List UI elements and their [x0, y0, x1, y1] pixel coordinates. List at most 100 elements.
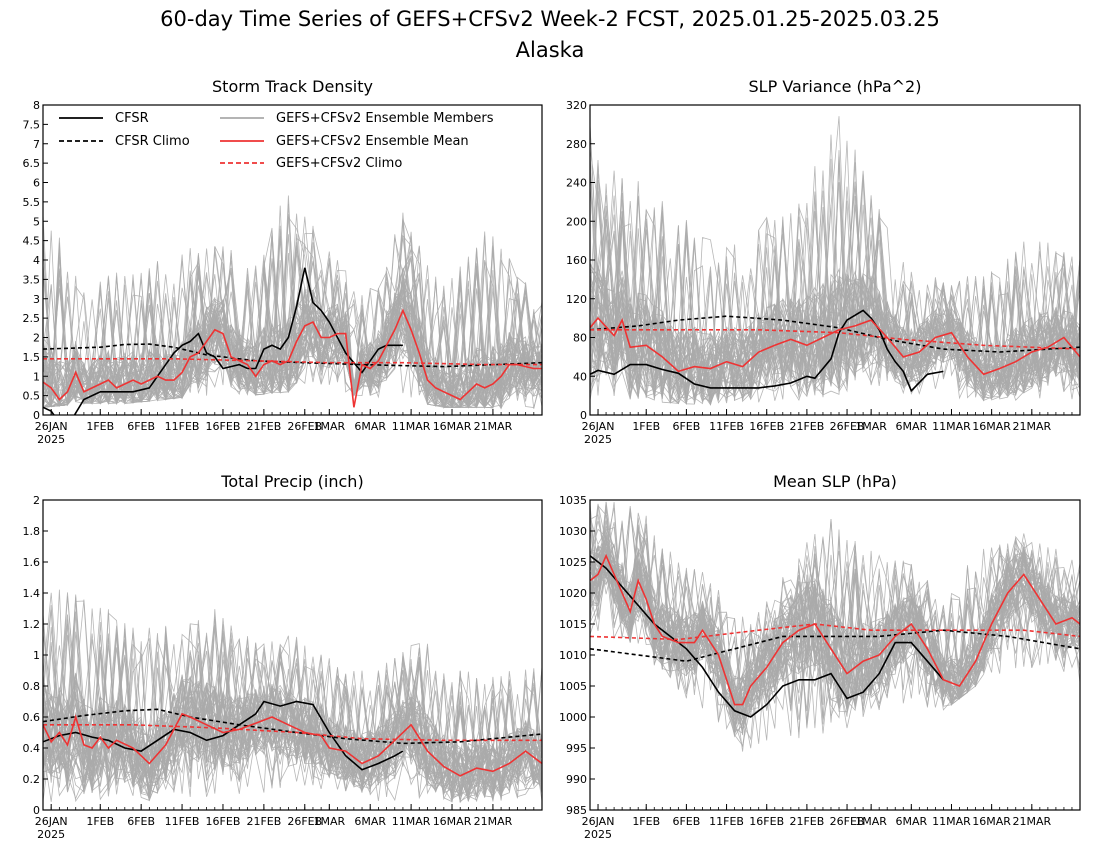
- y-tick-label: 2.5: [23, 312, 41, 325]
- legend: CFSR CFSR Climo GEFS+CFSv2 Ensemble Member…: [59, 111, 494, 171]
- x-tick-label: 6FEB: [672, 420, 700, 433]
- x-tick-label: 11MAR: [932, 815, 971, 828]
- figure-subtitle: Alaska: [516, 38, 585, 62]
- ensemble-member-line: [43, 236, 542, 408]
- legend-label: GEFS+CFSv2 Climo: [276, 156, 402, 171]
- x-tick-label: 1MAR: [855, 420, 887, 433]
- x-tick-label: 21FEB: [246, 420, 281, 433]
- y-tick-label: 3: [33, 293, 40, 306]
- y-tick-label: 1030: [559, 525, 587, 538]
- legend-label: GEFS+CFSv2 Ensemble Members: [276, 111, 494, 126]
- ensemble-member-line: [590, 542, 1080, 717]
- x-tick-label: 6MAR: [354, 420, 386, 433]
- y-tick-label: 7.5: [23, 118, 41, 131]
- y-tick-label: 8: [33, 99, 40, 112]
- y-tick-label: 4: [33, 254, 40, 267]
- x-tick-label: 16FEB: [749, 420, 784, 433]
- y-tick-label: 0.2: [23, 773, 41, 786]
- x-tick-label: 16MAR: [972, 420, 1011, 433]
- ensemble-member-line: [590, 134, 1080, 404]
- x-tick-label: 11MAR: [932, 420, 971, 433]
- x-tick-label: 11FEB: [709, 420, 744, 433]
- y-tick-label: 1.5: [23, 351, 41, 364]
- y-tick-label: 1025: [559, 556, 587, 569]
- y-tick-label: 1035: [559, 494, 587, 507]
- x-tick-label: 1MAR: [313, 420, 345, 433]
- ensemble-member-line: [590, 521, 1080, 731]
- ensemble-member-line: [590, 546, 1080, 709]
- ensemble-member-line: [590, 504, 1080, 720]
- legend-label: CFSR Climo: [115, 134, 190, 149]
- x-tick-label: 26JAN: [582, 420, 615, 433]
- ensemble-member-line: [590, 526, 1080, 734]
- y-tick-label: 1015: [559, 618, 587, 631]
- y-tick-label: 280: [566, 138, 587, 151]
- chart-panel-4: Mean SLP (hPa) 985 990 995 1000 1005 1010 1015 1…: [559, 472, 1081, 841]
- y-tick-label: 1.6: [23, 556, 41, 569]
- y-tick-label: 120: [566, 293, 587, 306]
- series-line-gefs-cfsv2-climo: [590, 623, 1080, 641]
- series-line-cfsr: [43, 267, 403, 415]
- y-tick-label: 0.4: [23, 742, 41, 755]
- ensemble-member-line: [43, 225, 542, 409]
- x-tick-label: 16MAR: [433, 420, 472, 433]
- y-tick-label: 2: [33, 332, 40, 345]
- y-tick-label: 1005: [559, 680, 587, 693]
- y-tick-label: 1: [33, 370, 40, 383]
- y-tick-label: 320: [566, 99, 587, 112]
- x-tick-label: 1FEB: [632, 815, 660, 828]
- x-tick-label: 21MAR: [474, 420, 513, 433]
- x-tick-year-label: 2025: [37, 433, 65, 446]
- ensemble-member-line: [43, 637, 542, 802]
- series-line-gefs-cfsv2-climo: [43, 723, 542, 742]
- x-tick-label: 21MAR: [474, 815, 513, 828]
- plot-area: [590, 116, 1080, 406]
- ensemble-members: [590, 116, 1080, 406]
- plot-area: [43, 589, 542, 804]
- x-tick-label: 21FEB: [246, 815, 281, 828]
- x-tick-label: 1FEB: [86, 815, 114, 828]
- x-tick-label: 26JAN: [582, 815, 615, 828]
- x-tick-label: 26JAN: [35, 815, 68, 828]
- x-tick-label: 21FEB: [789, 420, 824, 433]
- x-tick-label: 26FEB: [287, 420, 322, 433]
- ensemble-member-line: [590, 209, 1080, 401]
- x-tick-label: 6MAR: [895, 815, 927, 828]
- x-tick-label: 11FEB: [165, 420, 200, 433]
- ensemble-members: [43, 589, 542, 804]
- series-line-gefs-cfsv2-ensemble-mean: [43, 712, 542, 777]
- x-tick-label: 21MAR: [1012, 420, 1051, 433]
- ensemble-member-line: [43, 260, 542, 409]
- ensemble-member-line: [590, 162, 1080, 400]
- legend-label: GEFS+CFSv2 Ensemble Mean: [276, 134, 469, 149]
- y-tick-label: 1000: [559, 711, 587, 724]
- ensemble-member-line: [43, 273, 542, 407]
- x-tick-label: 26FEB: [287, 815, 322, 828]
- y-tick-label: 0.8: [23, 680, 41, 693]
- x-tick-label: 6FEB: [127, 815, 155, 828]
- x-tick-label: 26FEB: [830, 815, 865, 828]
- x-tick-label: 11MAR: [392, 420, 431, 433]
- x-tick-label: 11MAR: [392, 815, 431, 828]
- plot-area: [43, 195, 542, 415]
- y-tick-label: 2: [33, 494, 40, 507]
- series-line-gefs-cfsv2-ensemble-mean: [43, 308, 542, 408]
- ensemble-member-line: [590, 548, 1080, 736]
- x-tick-label: 16FEB: [206, 420, 241, 433]
- chart-panel-3: Total Precip (inch) 0 0.2 0.4 0.6 0.8 1 1.2 1.4 1…: [23, 472, 543, 841]
- ensemble-member-line: [43, 596, 542, 801]
- y-tick-label: 40: [573, 370, 587, 383]
- y-tick-label: 6.5: [23, 157, 41, 170]
- chart-panel-1: Storm Track Density 0 0.5 1 1.5 2 2.5 3 3.5 4 4.5 5…: [23, 77, 543, 446]
- ensemble-member-line: [590, 170, 1080, 405]
- series-line-cfsr: [590, 555, 945, 718]
- series-line-cfsr-climo: [590, 629, 1080, 663]
- ensemble-member-line: [590, 509, 1080, 725]
- x-tick-label: 21FEB: [789, 815, 824, 828]
- x-tick-label: 16FEB: [749, 815, 784, 828]
- y-tick-label: 0.6: [23, 711, 41, 724]
- x-tick-label: 16MAR: [433, 815, 472, 828]
- x-tick-label: 1MAR: [313, 815, 345, 828]
- x-tick-label: 1MAR: [855, 815, 887, 828]
